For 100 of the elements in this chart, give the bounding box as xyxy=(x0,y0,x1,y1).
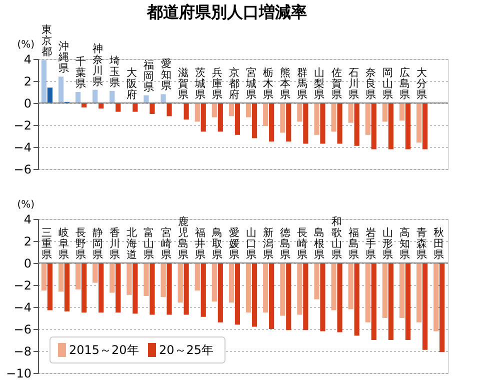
x-tick-label: 和歌山県 xyxy=(331,215,342,261)
bar xyxy=(416,103,422,143)
x-tick-label: 山口県 xyxy=(246,226,258,261)
bar xyxy=(280,103,286,133)
bar xyxy=(144,95,149,103)
x-tick-label: 福島県 xyxy=(348,226,360,261)
y-tick-label: −4 xyxy=(14,140,32,154)
x-tick-label: 山形県 xyxy=(382,226,394,261)
y-tick-label: −6 xyxy=(14,322,32,336)
x-tick-label: 岡山県 xyxy=(382,67,394,101)
y-tick-label: 2 xyxy=(24,74,32,88)
x-tick-label: 栃木県 xyxy=(263,67,274,101)
bar xyxy=(41,60,46,103)
x-tick-label: 東京都 xyxy=(41,23,52,58)
bar xyxy=(132,103,138,112)
y-axis-title: (%) xyxy=(17,40,35,50)
bar xyxy=(160,94,166,103)
bar xyxy=(263,103,268,126)
bar xyxy=(399,103,405,121)
bar xyxy=(116,103,121,112)
y-tick-label: 2 xyxy=(24,234,32,248)
x-tick-label: 愛知県 xyxy=(160,57,172,92)
x-tick-label: 京都府 xyxy=(228,66,240,101)
x-tick-label: 福岡県 xyxy=(144,58,155,94)
x-tick-label: 石川県 xyxy=(348,67,360,101)
bar xyxy=(76,92,81,103)
bar xyxy=(348,103,354,123)
legend-label: 20～25年 xyxy=(159,343,214,357)
x-tick-label: 新潟県 xyxy=(263,226,274,261)
bar xyxy=(422,103,428,150)
bar xyxy=(150,103,155,114)
y-tick-label: 4 xyxy=(24,52,32,66)
bar xyxy=(110,90,115,103)
y-tick-label: 4 xyxy=(24,212,32,226)
x-tick-label: 滋賀県 xyxy=(178,67,189,101)
bar xyxy=(228,103,234,116)
x-tick-label: 兵庫県 xyxy=(212,66,223,101)
x-tick-label: 大阪府 xyxy=(126,66,138,101)
bar xyxy=(337,103,342,144)
x-tick-label: 沖縄県 xyxy=(58,40,70,75)
bar xyxy=(371,103,376,150)
y-tick-label: −2 xyxy=(14,118,32,132)
y-tick-label: −2 xyxy=(14,278,32,292)
x-tick-label: 千葉県 xyxy=(76,55,87,90)
bar xyxy=(246,103,252,118)
x-tick-label: 鹿児島県 xyxy=(178,215,189,261)
x-tick-label: 鳥取県 xyxy=(210,227,223,261)
bar xyxy=(184,103,189,120)
x-tick-label: 青森県 xyxy=(416,226,428,261)
bar xyxy=(354,103,360,146)
y-tick-label: −10 xyxy=(6,366,32,380)
x-tick-label: 熊本県 xyxy=(280,66,292,101)
x-tick-label: 徳島県 xyxy=(280,227,292,261)
bar xyxy=(314,103,320,135)
x-tick-label: 長崎県 xyxy=(297,227,308,261)
bar xyxy=(200,103,206,132)
x-tick-label: 愛媛県 xyxy=(228,226,240,261)
x-tick-label: 大分県 xyxy=(416,66,428,101)
x-tick-label: 佐賀県 xyxy=(331,67,342,101)
bar xyxy=(58,76,64,103)
y-tick-label: −8 xyxy=(14,344,32,358)
x-tick-label: 宮崎県 xyxy=(160,226,172,261)
x-tick-label: 岐阜県 xyxy=(58,226,70,261)
x-tick-label: 高知県 xyxy=(399,226,410,261)
x-tick-label: 神奈川県 xyxy=(92,42,104,88)
x-tick-label: 福井県 xyxy=(194,226,206,261)
x-tick-label: 山梨県 xyxy=(314,66,326,101)
x-tick-label: 北海道 xyxy=(126,226,138,261)
bar xyxy=(212,103,217,118)
x-tick-label: 島根県 xyxy=(314,226,326,261)
bar xyxy=(194,103,200,122)
bar xyxy=(218,103,223,132)
x-tick-label: 三重県 xyxy=(41,227,52,261)
x-tick-label: 静岡県 xyxy=(92,227,104,261)
bar xyxy=(365,103,370,135)
bar xyxy=(252,103,258,138)
bar xyxy=(297,103,302,122)
x-tick-label: 宮城県 xyxy=(245,66,258,101)
bar xyxy=(166,103,172,116)
bar xyxy=(331,103,336,132)
x-tick-label: 秋田県 xyxy=(434,227,445,261)
bar xyxy=(382,103,388,122)
bar xyxy=(388,103,394,150)
bar xyxy=(303,103,308,144)
y-tick-label: −4 xyxy=(14,300,32,314)
bar xyxy=(47,88,52,103)
chart-title: 都道府県別人口増減率 xyxy=(146,2,308,22)
x-tick-label: 長野県 xyxy=(76,227,87,261)
x-tick-label: 香川県 xyxy=(110,226,121,261)
x-tick-label: 岩手県 xyxy=(365,226,376,261)
x-tick-label: 富山県 xyxy=(144,226,155,261)
x-tick-label: 茨城県 xyxy=(194,66,206,101)
y-axis-title: (%) xyxy=(17,200,35,210)
bar xyxy=(286,103,292,142)
legend-label: 2015～20年 xyxy=(69,343,139,357)
x-tick-label: 群馬県 xyxy=(296,67,308,101)
bar xyxy=(320,103,326,144)
x-tick-label: 埼玉県 xyxy=(108,54,121,89)
bar xyxy=(405,103,410,150)
bar xyxy=(269,103,274,142)
